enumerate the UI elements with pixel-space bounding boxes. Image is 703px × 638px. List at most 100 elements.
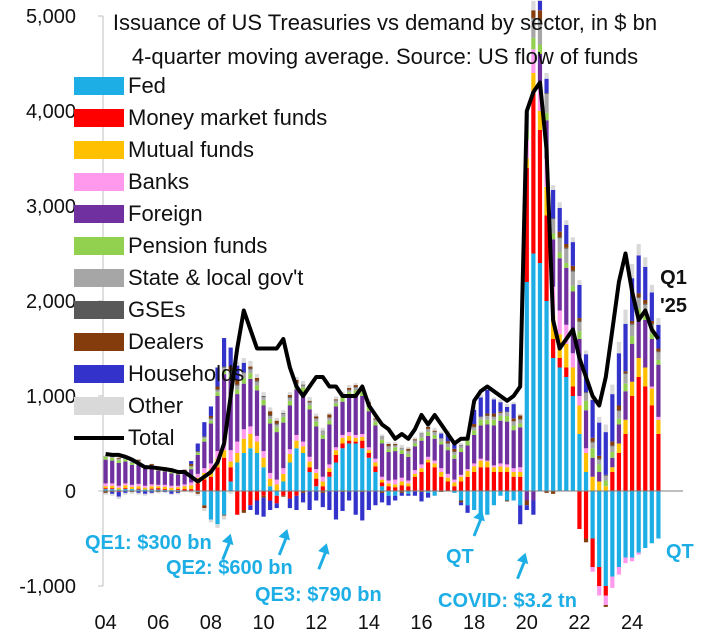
- bar-segment: [143, 468, 148, 486]
- bar-segment: [333, 406, 339, 448]
- bar-segment: [156, 470, 161, 485]
- bar-segment: [518, 419, 523, 420]
- bar-segment: [412, 470, 418, 474]
- bar-segment: [511, 468, 516, 472]
- bar-segment: [412, 476, 418, 491]
- bar-segment: [636, 298, 641, 309]
- bar-segment: [478, 425, 483, 459]
- bar-segment: [458, 444, 464, 446]
- bar-segment: [386, 449, 391, 453]
- bar-segment: [353, 441, 358, 444]
- bar-segment: [103, 483, 108, 487]
- bar-segment: [300, 385, 306, 388]
- bar-segment: [597, 481, 602, 491]
- bar-segment: [498, 413, 503, 416]
- legend-swatch: [74, 333, 124, 351]
- bar-segment: [221, 367, 227, 371]
- bar-segment: [590, 448, 595, 458]
- bar-segment: [129, 491, 135, 494]
- bar-segment: [333, 447, 339, 451]
- bar-segment: [610, 576, 615, 588]
- bar-segment: [491, 472, 496, 491]
- bar-segment: [518, 467, 523, 472]
- bar-segment: [393, 484, 398, 488]
- bar-segment: [445, 481, 450, 491]
- bar-segment: [393, 491, 398, 496]
- bar-segment: [103, 456, 108, 460]
- bar-segment: [327, 468, 332, 472]
- bar-segment: [498, 411, 503, 413]
- bar-segment: [254, 441, 260, 453]
- bar-segment: [630, 336, 635, 344]
- bar-segment: [544, 93, 549, 113]
- bar-segment: [577, 396, 582, 406]
- bar-segment: [281, 422, 286, 469]
- bar-segment: [452, 491, 457, 493]
- bar-segment: [320, 427, 325, 431]
- bar-segment: [583, 393, 589, 401]
- annotation-qe1: QE1: $300 bn: [85, 532, 212, 554]
- bar-segment: [162, 471, 167, 485]
- legend-label: Fed: [128, 73, 166, 98]
- bar-segment: [485, 424, 490, 461]
- bar-segment: [347, 440, 352, 444]
- legend-label: Total: [128, 425, 175, 450]
- bar-segment: [314, 469, 319, 473]
- bar-segment: [636, 358, 641, 377]
- bar-segment: [136, 483, 141, 487]
- bar-segment: [393, 442, 398, 444]
- bar-segment: [419, 491, 424, 502]
- bar-segment: [281, 414, 286, 417]
- bar-segment: [294, 491, 299, 496]
- bar-segment: [320, 486, 325, 491]
- bar-segment: [452, 486, 457, 491]
- bar-segment: [432, 438, 437, 461]
- bar-segment: [189, 482, 194, 486]
- bar-segment: [307, 491, 312, 510]
- y-tick-label: 1,000: [26, 386, 76, 408]
- bar-segment: [597, 458, 602, 460]
- bar-segment: [110, 457, 115, 461]
- bar-segment: [208, 420, 214, 424]
- bar-segment: [412, 443, 418, 447]
- bar-segment: [399, 477, 404, 482]
- bar-segment: [136, 492, 141, 495]
- bar-segment: [557, 202, 562, 208]
- bar-segment: [307, 396, 312, 401]
- chart-subtitle: 4-quarter moving average. Source: US flo…: [131, 44, 639, 69]
- bar-segment: [636, 255, 641, 294]
- bar-segment: [156, 486, 161, 489]
- bar-segment: [577, 321, 582, 332]
- bar-segment: [281, 416, 286, 423]
- bar-segment: [136, 464, 141, 484]
- bar-segment: [110, 483, 115, 486]
- bar-segment: [603, 474, 608, 476]
- bar-segment: [189, 467, 194, 470]
- bar-segment: [537, 0, 543, 1]
- bar-segment: [373, 491, 378, 506]
- bar-segment: [261, 396, 266, 397]
- bar-segment: [590, 491, 595, 539]
- bar-segment: [656, 352, 661, 360]
- bar-segment: [274, 503, 279, 509]
- bar-segment: [630, 557, 635, 562]
- bar-segment: [537, 44, 543, 54]
- bar-segment: [531, 0, 536, 11]
- bar-segment: [333, 400, 339, 401]
- bar-segment: [511, 472, 516, 477]
- bar-segment: [425, 459, 431, 463]
- x-tick-label: 12: [305, 612, 327, 634]
- bar-segment: [610, 384, 615, 395]
- bar-segment: [379, 436, 385, 440]
- bar-segment: [347, 435, 352, 441]
- bar-segment: [472, 491, 477, 510]
- bar-segment: [169, 487, 174, 491]
- annotation-covid: COVID: $3.2 tn: [438, 590, 577, 612]
- bar-segment: [537, 263, 543, 491]
- bar-segment: [215, 451, 220, 459]
- bar-segment: [149, 488, 154, 490]
- bar-segment: [307, 467, 312, 472]
- bar-segment: [504, 491, 510, 501]
- bar-segment: [636, 244, 641, 256]
- bar-segment: [300, 446, 306, 453]
